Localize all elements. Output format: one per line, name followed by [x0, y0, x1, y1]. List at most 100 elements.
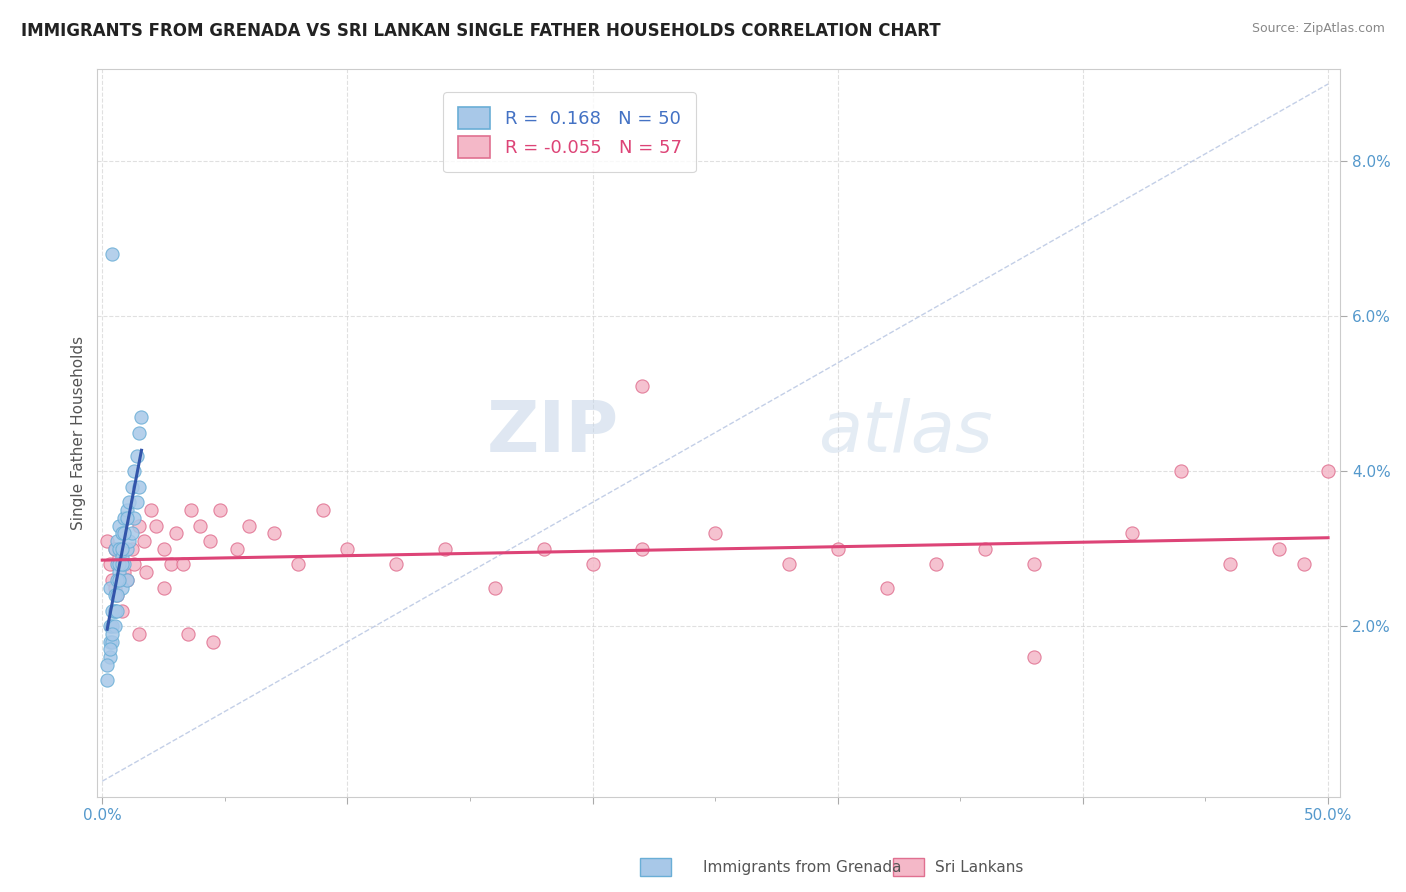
- Point: [160, 558, 183, 572]
- Point: [484, 581, 506, 595]
- Point: [101, 573, 124, 587]
- Point: [141, 503, 163, 517]
- Point: [105, 573, 128, 587]
- Point: [108, 541, 131, 556]
- Point: [111, 558, 134, 572]
- Point: [1268, 541, 1291, 556]
- Point: [118, 495, 141, 509]
- Point: [152, 581, 174, 595]
- Point: [98, 650, 121, 665]
- Point: [581, 558, 603, 572]
- Point: [287, 558, 309, 572]
- Point: [152, 541, 174, 556]
- Point: [101, 247, 124, 261]
- Point: [96, 534, 118, 549]
- Point: [111, 549, 134, 564]
- Point: [263, 526, 285, 541]
- Point: [96, 658, 118, 673]
- Point: [128, 518, 150, 533]
- Point: [112, 526, 135, 541]
- Point: [122, 558, 145, 572]
- Point: [132, 534, 155, 549]
- Point: [177, 627, 200, 641]
- Point: [198, 534, 221, 549]
- Point: [179, 503, 201, 517]
- Point: [108, 573, 131, 587]
- Point: [111, 558, 134, 572]
- Point: [111, 581, 134, 595]
- Point: [98, 581, 121, 595]
- Point: [630, 541, 652, 556]
- Point: [105, 604, 128, 618]
- Point: [121, 541, 143, 556]
- Point: [533, 541, 555, 556]
- Point: [103, 588, 125, 602]
- Point: [1317, 464, 1340, 478]
- Point: [96, 673, 118, 688]
- Point: [1292, 558, 1315, 572]
- Point: [115, 503, 138, 517]
- Point: [108, 518, 131, 533]
- Point: [1022, 650, 1045, 665]
- Point: [208, 503, 231, 517]
- Point: [108, 549, 131, 564]
- Point: [105, 534, 128, 549]
- Point: [336, 541, 359, 556]
- Point: [778, 558, 800, 572]
- Text: Source: ZipAtlas.com: Source: ZipAtlas.com: [1251, 22, 1385, 36]
- Point: [98, 558, 121, 572]
- Point: [98, 619, 121, 633]
- Point: [103, 541, 125, 556]
- Point: [1121, 526, 1143, 541]
- Point: [112, 511, 135, 525]
- Point: [128, 480, 150, 494]
- Point: [165, 526, 187, 541]
- Point: [118, 534, 141, 549]
- Point: [111, 526, 134, 541]
- Point: [122, 464, 145, 478]
- Point: [121, 526, 143, 541]
- Point: [101, 634, 124, 648]
- Point: [827, 541, 849, 556]
- Point: [115, 511, 138, 525]
- Point: [101, 627, 124, 641]
- Point: [385, 558, 408, 572]
- Point: [115, 541, 138, 556]
- Point: [122, 511, 145, 525]
- Point: [312, 503, 335, 517]
- Point: [172, 558, 194, 572]
- Point: [111, 604, 134, 618]
- Point: [1022, 558, 1045, 572]
- Text: IMMIGRANTS FROM GRENADA VS SRI LANKAN SINGLE FATHER HOUSEHOLDS CORRELATION CHART: IMMIGRANTS FROM GRENADA VS SRI LANKAN SI…: [21, 22, 941, 40]
- Point: [135, 565, 157, 579]
- Point: [108, 565, 131, 579]
- Point: [121, 480, 143, 494]
- Point: [112, 558, 135, 572]
- Point: [103, 581, 125, 595]
- Text: Immigrants from Grenada: Immigrants from Grenada: [703, 860, 901, 874]
- Point: [226, 541, 249, 556]
- Point: [115, 573, 138, 587]
- Point: [101, 604, 124, 618]
- Point: [630, 379, 652, 393]
- Point: [101, 619, 124, 633]
- Text: atlas: atlas: [818, 398, 993, 467]
- Point: [201, 634, 224, 648]
- Point: [145, 518, 167, 533]
- Point: [131, 410, 153, 425]
- Point: [108, 558, 131, 572]
- Point: [98, 634, 121, 648]
- Point: [125, 495, 148, 509]
- Point: [704, 526, 727, 541]
- Point: [128, 425, 150, 440]
- Point: [238, 518, 260, 533]
- Point: [125, 449, 148, 463]
- Point: [188, 518, 211, 533]
- Point: [98, 642, 121, 657]
- Point: [925, 558, 948, 572]
- Point: [115, 573, 138, 587]
- Legend: R =  0.168   N = 50, R = -0.055   N = 57: R = 0.168 N = 50, R = -0.055 N = 57: [443, 92, 696, 172]
- Point: [1219, 558, 1241, 572]
- Point: [128, 627, 150, 641]
- Point: [103, 619, 125, 633]
